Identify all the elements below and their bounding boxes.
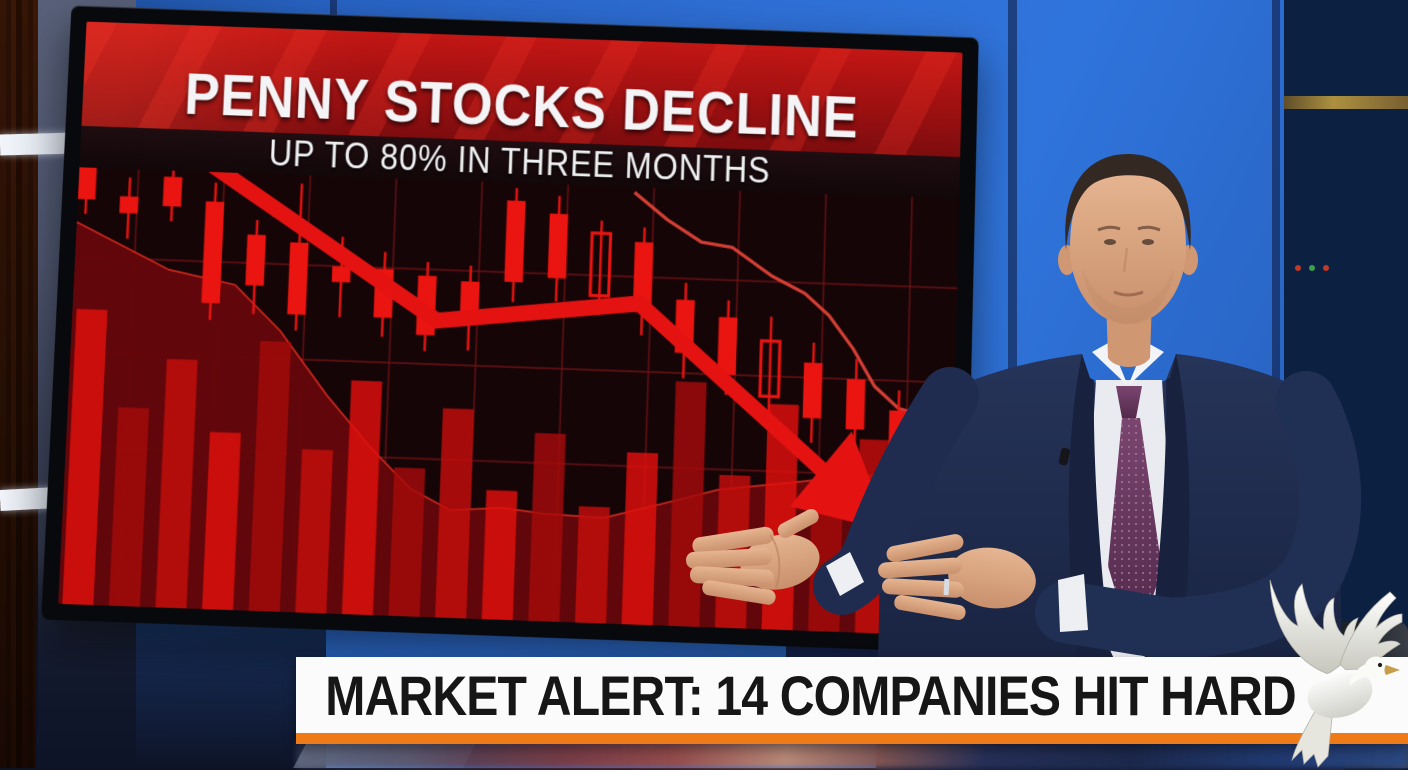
- dove-left-wing: [1269, 579, 1359, 675]
- dove-eye: [1377, 662, 1383, 668]
- tie-pattern: [1108, 418, 1162, 622]
- anchor-hair: [1065, 154, 1191, 250]
- lavalier-mic: [1058, 447, 1070, 466]
- dove-tail: [1291, 701, 1333, 768]
- dove-icon: [1269, 579, 1403, 768]
- shirt-collar-left: [1092, 342, 1128, 386]
- desk-reflection: [296, 741, 1408, 768]
- anchor-face: [1070, 168, 1186, 324]
- shirt-cuff-right: [1058, 574, 1088, 632]
- dove-body: [1307, 670, 1373, 718]
- lower-third-banner: MARKET ALERT: 14 COMPANIES HIT HARD: [296, 657, 1408, 744]
- monitor-status-lights: [1295, 258, 1365, 271]
- shirt-cuff-left: [826, 552, 864, 596]
- tie-knot: [1116, 386, 1142, 418]
- wedding-ring: [943, 578, 950, 596]
- anchor-left-hand: [686, 508, 820, 605]
- banner-headline: MARKET ALERT: 14 COMPANIES HIT HARD: [325, 663, 1296, 727]
- monitor-gold-streak: [1284, 96, 1408, 109]
- shirt-collar-right: [1128, 342, 1164, 386]
- anchor-face-features: [1097, 225, 1161, 297]
- beard-shadow: [1082, 268, 1174, 324]
- banner-accent-bar: [296, 733, 1408, 744]
- glass-desk-edge: [293, 742, 477, 768]
- wood-pillar: [0, 0, 38, 768]
- anchor-right-hand: [878, 534, 1036, 621]
- dove-beak: [1384, 665, 1400, 675]
- dove-head: [1364, 656, 1388, 680]
- anchor-right-arm: [1035, 371, 1361, 661]
- banner-background: MARKET ALERT: 14 COMPANIES HIT HARD: [296, 657, 1408, 733]
